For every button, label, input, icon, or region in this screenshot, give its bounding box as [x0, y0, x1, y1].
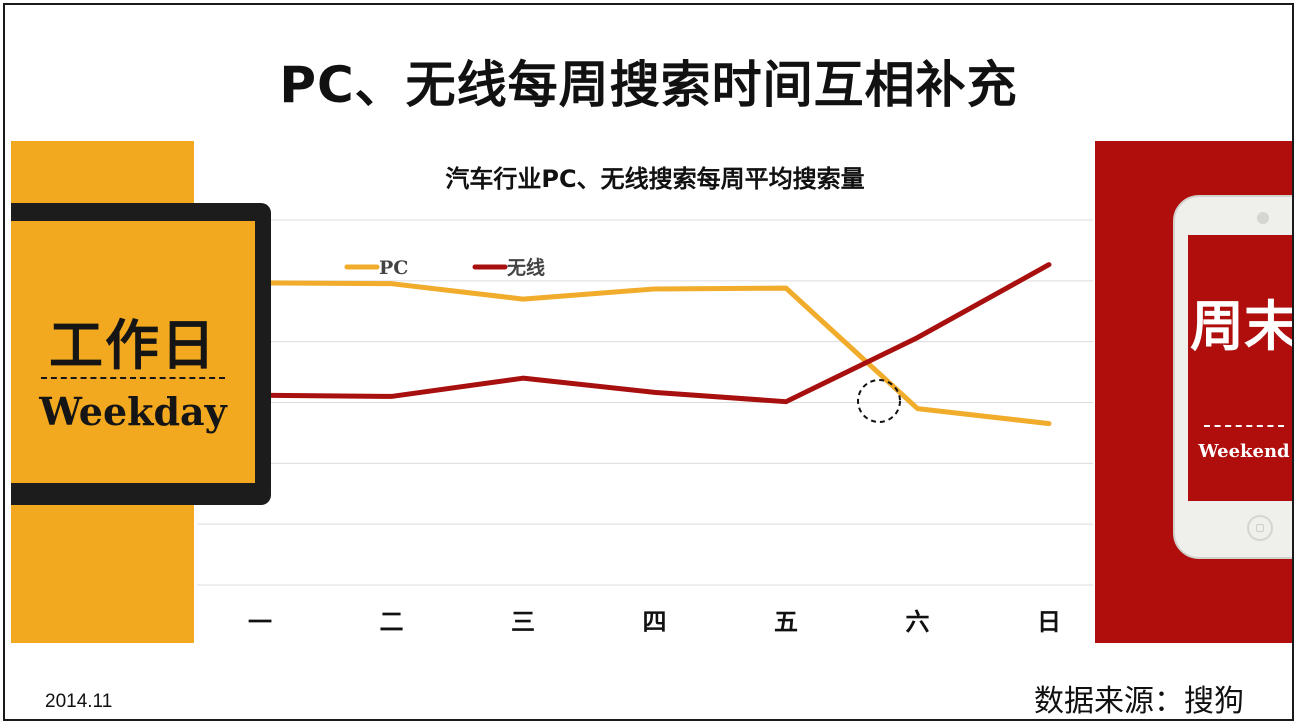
x-axis-ticks: 一二三四五六日 — [248, 608, 1061, 636]
series-line-0 — [257, 280, 1052, 427]
weekend-label-en: Weekend — [1198, 441, 1290, 462]
x-tick-label: 六 — [906, 608, 930, 636]
x-tick-label: 五 — [774, 608, 798, 636]
chart-legend: PC 无线 — [344, 256, 545, 279]
tablet-graphic: 工作日 Weekday — [11, 203, 271, 505]
home-button-icon — [1247, 515, 1273, 541]
weekday-divider — [41, 377, 225, 379]
page-title: PC、无线每周搜索时间互相补充 — [279, 56, 1018, 114]
grid-lines — [197, 219, 1093, 586]
weekend-label-cn: 周末 — [1190, 295, 1294, 358]
series-lines — [257, 262, 1052, 427]
x-tick-label: 三 — [511, 608, 535, 636]
x-tick-label: 二 — [380, 608, 404, 636]
legend-label-0: PC — [379, 257, 408, 279]
phone-speaker-icon — [1257, 212, 1269, 224]
phone-graphic: 周末 Weekend — [1173, 195, 1294, 559]
line-chart: 汽车行业PC、无线搜索每周平均搜索量 PC 无线 一 二 三 四 五 六 日 — [197, 165, 1093, 636]
legend-label-1: 无线 — [507, 256, 545, 279]
x-tick-label: 一 — [248, 608, 272, 636]
weekend-divider — [1204, 425, 1284, 427]
weekday-label-cn: 工作日 — [49, 314, 217, 377]
phone-screen: 周末 Weekend — [1188, 235, 1294, 501]
data-source: 数据来源：搜狗 — [1034, 684, 1244, 719]
series-line-1 — [257, 262, 1052, 405]
slide: PC、无线每周搜索时间互相补充 汽车行业PC、无线搜索每周平均搜索量 PC 无线 … — [3, 3, 1294, 721]
x-tick-label: 四 — [643, 608, 667, 636]
chart-title: 汽车行业PC、无线搜索每周平均搜索量 — [445, 165, 864, 193]
crossover-circle — [857, 379, 901, 423]
weekday-label-en: Weekday — [39, 389, 227, 434]
tablet-screen: 工作日 Weekday — [11, 221, 255, 483]
x-tick-label: 日 — [1037, 608, 1061, 636]
footer-date: 2014.11 — [45, 691, 113, 712]
